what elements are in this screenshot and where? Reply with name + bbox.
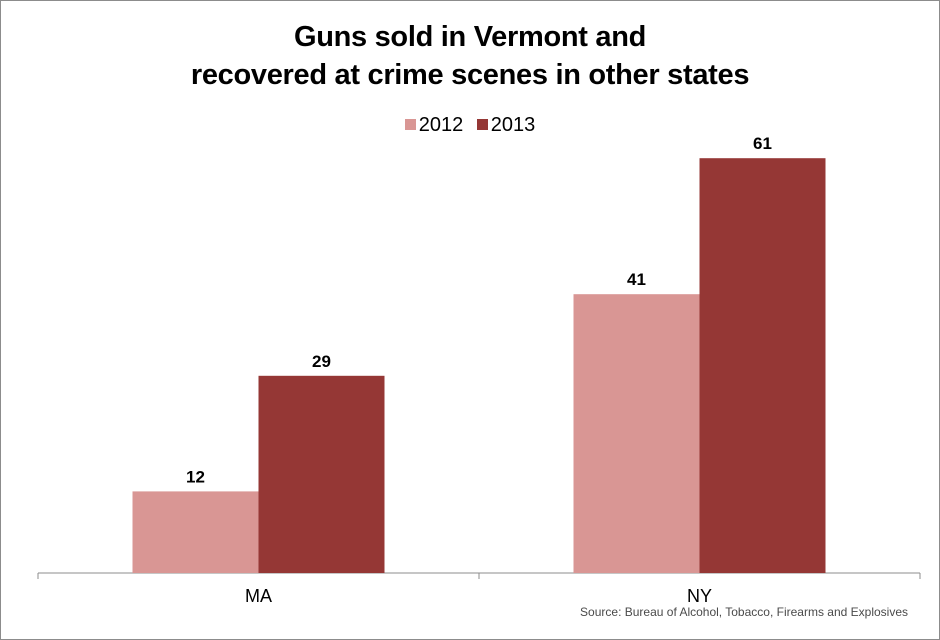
- x-tick-label-ny: NY: [687, 586, 712, 606]
- legend-item-2012: 2012: [404, 114, 464, 137]
- bar-ny-2013: [699, 158, 826, 573]
- bar-ma-2013: [258, 375, 385, 573]
- data-label-ma-2012: 12: [186, 467, 205, 486]
- x-tick-label-ma: MA: [245, 586, 272, 606]
- bar-ny-2012: [573, 294, 700, 573]
- chart-legend: 2012 2013: [0, 114, 940, 137]
- data-label-ma-2013: 29: [312, 352, 331, 371]
- legend-item-2013: 2013: [476, 114, 536, 137]
- legend-swatch-2013: [476, 119, 488, 130]
- source-note: Source: Bureau of Alcohol, Tobacco, Fire…: [580, 605, 908, 619]
- legend-swatch-2012: [404, 119, 416, 130]
- chart-title-line-1: Guns sold in Vermont and: [293, 21, 647, 53]
- bar-ma-2012: [132, 491, 259, 573]
- data-label-ny-2012: 41: [627, 270, 646, 289]
- legend-label-2013: 2013: [490, 114, 536, 136]
- chart-title: Guns sold in Vermont and recovered at cr…: [0, 18, 940, 94]
- chart-title-line-2: recovered at crime scenes in other state…: [190, 59, 750, 91]
- data-label-ny-2013: 61: [753, 134, 772, 153]
- legend-label-2012: 2012: [418, 114, 464, 136]
